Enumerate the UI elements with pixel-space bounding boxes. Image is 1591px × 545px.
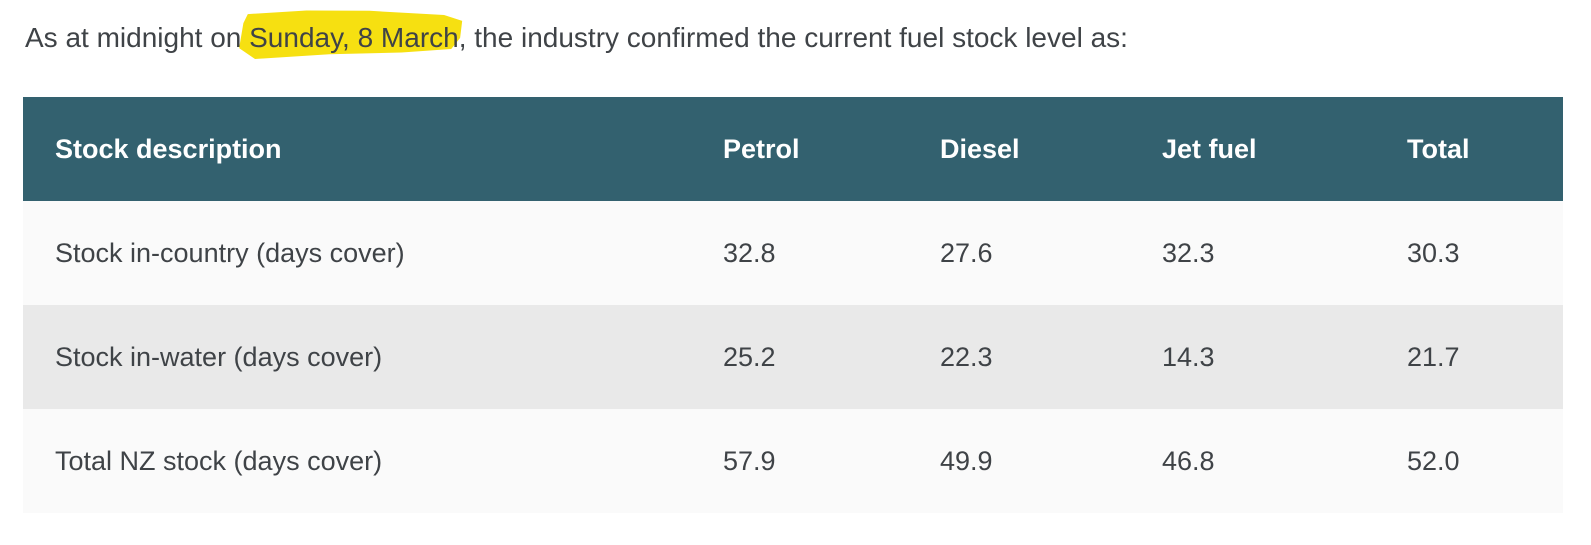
cell-jet-fuel: 14.3 [1162, 341, 1215, 372]
cell-total: 52.0 [1407, 445, 1460, 476]
intro-prefix: As at midnight on [25, 22, 250, 53]
cell-petrol: 57.9 [723, 445, 776, 476]
fuel-stock-table: Stock description Petrol Diesel Jet fuel… [23, 97, 1563, 513]
page-content: As at midnight on Sunday, 8 March, the i… [0, 16, 1591, 513]
row-label: Stock in-water (days cover) [55, 341, 383, 372]
cell-jet-fuel: 46.8 [1162, 445, 1215, 476]
table-row-stock-in-water: Stock in-water (days cover) 25.2 22.3 14… [23, 305, 1563, 409]
cell-petrol: 25.2 [723, 341, 776, 372]
col-header-total: Total [1407, 133, 1470, 164]
table-row-stock-in-country: Stock in-country (days cover) 32.8 27.6 … [23, 201, 1563, 305]
cell-total: 30.3 [1407, 237, 1460, 268]
col-header-jet-fuel: Jet fuel [1162, 133, 1257, 164]
cell-petrol: 32.8 [723, 237, 776, 268]
row-label: Stock in-country (days cover) [55, 237, 405, 268]
cell-jet-fuel: 32.3 [1162, 237, 1215, 268]
intro-sentence: As at midnight on Sunday, 8 March, the i… [25, 16, 1591, 60]
cell-diesel: 27.6 [940, 237, 993, 268]
cell-diesel: 22.3 [940, 341, 993, 372]
table-header-row: Stock description Petrol Diesel Jet fuel… [23, 97, 1563, 201]
intro-suffix: , the industry confirmed the current fue… [458, 22, 1128, 53]
cell-diesel: 49.9 [940, 445, 993, 476]
col-header-petrol: Petrol [723, 133, 800, 164]
col-header-diesel: Diesel [940, 133, 1020, 164]
table-row-total-nz-stock: Total NZ stock (days cover) 57.9 49.9 46… [23, 409, 1563, 513]
row-label: Total NZ stock (days cover) [55, 445, 383, 476]
highlighted-date: Sunday, 8 March [249, 22, 459, 53]
cell-total: 21.7 [1407, 341, 1460, 372]
col-header-stock-description: Stock description [55, 133, 282, 164]
